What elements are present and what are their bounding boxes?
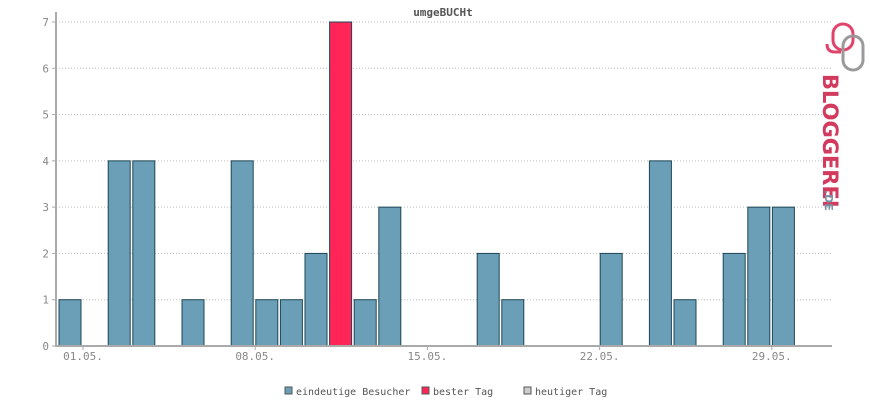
bar	[378, 206, 402, 347]
y-tick-label: 1	[42, 294, 49, 307]
x-tick-label: 22.05.	[580, 350, 620, 363]
bar	[279, 299, 303, 347]
grid-lines	[56, 21, 832, 301]
x-tick-label: 15.05.	[408, 350, 448, 363]
y-tick-label: 6	[42, 62, 49, 75]
bloggerei-logo: BLOGGEREI .DE	[818, 22, 865, 211]
bar	[304, 252, 328, 347]
bar	[722, 252, 746, 347]
y-tick-label: 4	[42, 155, 49, 168]
bar	[107, 160, 131, 347]
x-axis-ticks: 01.05. 08.05. 15.05. 22.05. 29.05.	[63, 346, 792, 363]
bar	[132, 160, 156, 347]
legend-swatch	[523, 386, 532, 395]
bar	[58, 299, 82, 347]
bar	[476, 252, 500, 347]
y-tick-label: 3	[42, 201, 49, 214]
bar-best-day	[329, 21, 353, 347]
y-tick-label: 5	[42, 109, 49, 122]
legend-label: eindeutige Besucher	[296, 387, 410, 398]
bar	[648, 160, 672, 347]
bars-group	[58, 21, 795, 347]
bar	[181, 299, 205, 347]
bar	[230, 160, 254, 347]
legend-label: bester Tag	[433, 387, 493, 398]
bar	[771, 206, 795, 347]
legend-swatch	[284, 386, 293, 395]
bar	[353, 299, 377, 347]
y-tick-label: 7	[42, 16, 49, 29]
bar	[747, 206, 771, 347]
x-tick-label: 01.05.	[63, 350, 103, 363]
bar	[255, 299, 279, 347]
bar	[599, 252, 623, 347]
y-tick-label: 0	[42, 340, 49, 353]
x-tick-label: 29.05.	[752, 350, 792, 363]
legend-label: heutiger Tag	[535, 387, 607, 398]
chart-title: umgeBUCHt	[413, 6, 473, 19]
y-axis-ticks: 0 1 2 3 4 5 6 7	[42, 16, 56, 353]
bar	[501, 299, 525, 347]
x-tick-label: 08.05.	[235, 350, 275, 363]
bloggerei-logo-icon	[825, 22, 865, 72]
bloggerei-logo-tld: .DE	[822, 190, 835, 211]
legend-swatch	[421, 386, 430, 395]
bloggerei-logo-brand: BLOGGEREI	[818, 74, 842, 208]
bar	[673, 299, 697, 347]
y-tick-label: 2	[42, 247, 49, 260]
legend: eindeutige Besucher bester Tag heutiger Ta…	[284, 386, 607, 398]
